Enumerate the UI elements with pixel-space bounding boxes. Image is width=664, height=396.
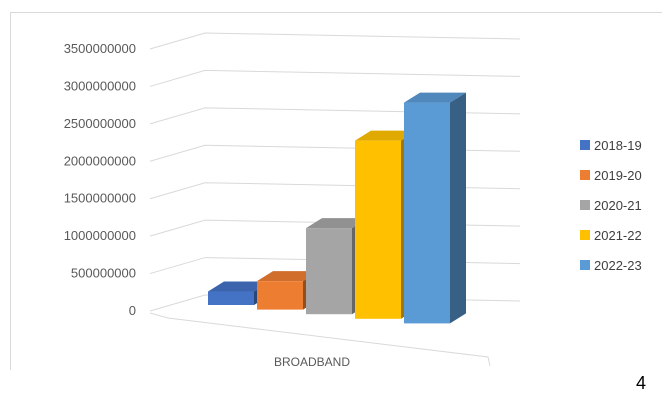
legend-swatch: [580, 230, 590, 240]
page-number: 4: [635, 373, 646, 393]
x-category-label: BROADBAND: [274, 355, 350, 369]
legend-item: 2022-23: [580, 258, 642, 273]
legend-label: 2021-22: [594, 228, 642, 243]
bar-front: [306, 228, 352, 315]
legend-item: 2020-21: [580, 198, 642, 213]
bar-top: [257, 271, 319, 282]
y-tick-label: 0: [129, 303, 136, 318]
legend-swatch: [580, 140, 590, 150]
bar-top: [355, 130, 417, 141]
bar-front: [208, 291, 254, 305]
bar-front: [355, 140, 401, 319]
gridline: [149, 32, 521, 50]
y-axis-ticks: 0 500000000 1000000000 1500000000 2000000000…: [64, 41, 136, 318]
bar-top: [208, 281, 270, 292]
bar-side: [450, 92, 466, 324]
chart-frame: [10, 12, 662, 370]
y-tick-label: 1500000000: [64, 191, 136, 206]
bar-top: [306, 218, 368, 229]
bar-top: [404, 92, 466, 103]
legend-label: 2019-20: [594, 168, 642, 183]
y-tick-label: 1000000000: [64, 228, 136, 243]
y-tick-label: 3000000000: [64, 78, 136, 93]
y-tick-label: 2500000000: [64, 116, 136, 131]
legend-label: 2022-23: [594, 258, 642, 273]
gridline: [149, 69, 521, 87]
legend-label: 2020-21: [594, 198, 642, 213]
chart-floor: [149, 312, 491, 367]
x-axis: BROADBAND: [274, 355, 350, 369]
bar-front: [404, 102, 450, 324]
legend-item: 2019-20: [580, 168, 642, 183]
bar-2022-23: [404, 92, 466, 324]
floor-edge: [149, 312, 491, 367]
legend-swatch: [580, 170, 590, 180]
legend-swatch: [580, 200, 590, 210]
y-tick-label: 500000000: [71, 266, 136, 281]
legend-label: 2018-19: [594, 138, 642, 153]
legend: 2018-19 2019-20 2020-21 2021-22 2022-23: [580, 138, 642, 273]
y-tick-label: 3500000000: [64, 41, 136, 56]
y-tick-label: 2000000000: [64, 153, 136, 168]
legend-swatch: [580, 260, 590, 270]
legend-item: 2018-19: [580, 138, 642, 153]
legend-item: 2021-22: [580, 228, 642, 243]
bar-front: [257, 281, 303, 310]
bars: [208, 92, 466, 324]
